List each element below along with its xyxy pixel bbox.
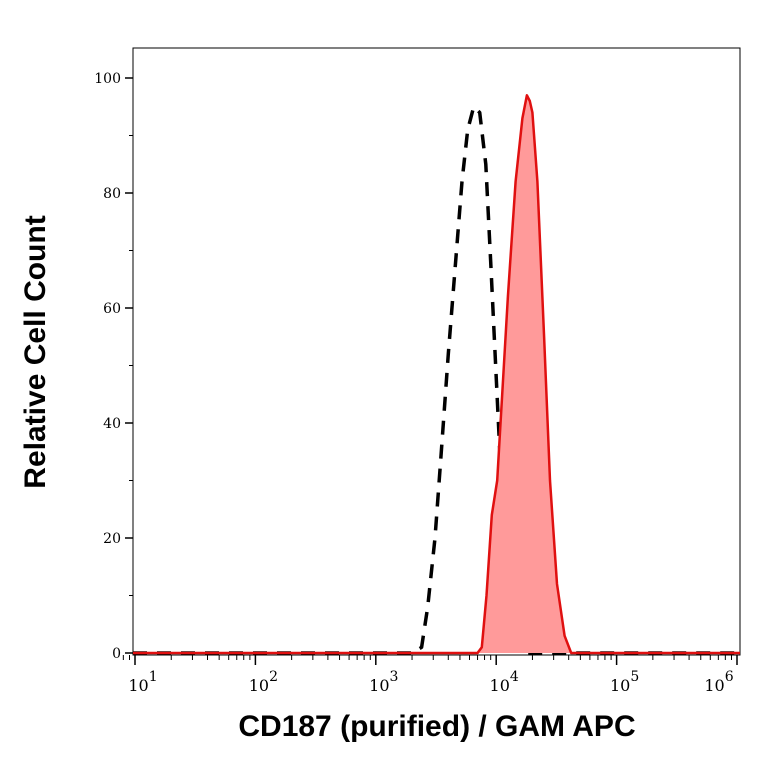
y-tick-label: 20 — [103, 531, 121, 547]
x-tick-label: 102 — [249, 669, 278, 695]
sample-histogram-fill — [477, 95, 572, 654]
x-axis-label: CD187 (purified) / GAM APC — [238, 710, 635, 743]
x-tick-label: 106 — [704, 669, 733, 695]
y-tick-label: 40 — [103, 416, 121, 432]
control-histogram-dashed-line — [133, 105, 740, 655]
y-tick-label: 0 — [112, 646, 121, 662]
x-tick-label: 101 — [128, 669, 157, 695]
y-axis-label: Relative Cell Count — [19, 215, 52, 488]
x-tick-label: 104 — [490, 669, 519, 695]
plot-frame — [132, 47, 741, 656]
x-tick-label: 105 — [610, 669, 639, 695]
y-tick-label: 100 — [94, 71, 121, 87]
y-tick-label: 60 — [103, 301, 121, 317]
x-tick-label: 103 — [369, 669, 398, 695]
y-tick-label: 80 — [103, 186, 121, 202]
sample-histogram-line — [133, 94, 740, 655]
